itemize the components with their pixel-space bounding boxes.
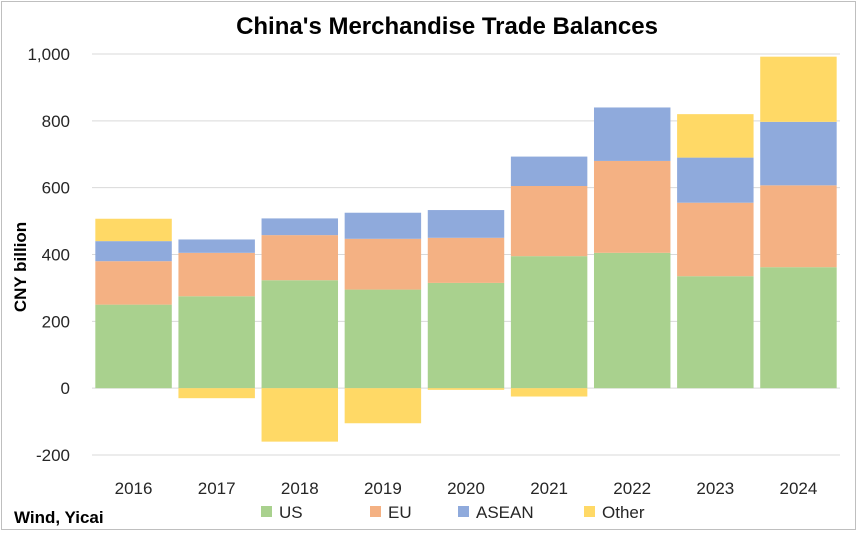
- legend-label: US: [279, 503, 303, 522]
- y-axis-label: CNY billion: [11, 222, 30, 312]
- y-tick-label: 800: [42, 112, 70, 131]
- y-tick-label: 1,000: [27, 45, 70, 64]
- bar-us-2021: [510, 256, 588, 389]
- legend-item-eu: EU: [370, 503, 412, 522]
- bar-eu-2016: [95, 261, 172, 305]
- bar-asean-2023: [677, 157, 754, 203]
- source-note: Wind, Yicai: [14, 508, 104, 527]
- x-tick-label: 2019: [364, 479, 402, 498]
- y-tick-label: 200: [42, 312, 70, 331]
- bar-us-2018: [261, 280, 339, 389]
- x-tick-label: 2024: [780, 479, 818, 498]
- y-tick-label: 400: [42, 246, 70, 265]
- x-tick-label: 2023: [696, 479, 734, 498]
- bars: [95, 56, 837, 442]
- bar-other-2018: [261, 388, 339, 442]
- legend-item-us: US: [261, 503, 303, 522]
- bar-eu-2024: [760, 185, 837, 268]
- legend-label: Other: [602, 503, 645, 522]
- bar-asean-2024: [760, 121, 837, 186]
- bar-asean-2020: [427, 210, 505, 238]
- bar-other-2016: [95, 218, 172, 242]
- legend-swatch: [261, 506, 272, 517]
- bar-asean-2016: [95, 241, 172, 262]
- bar-asean-2021: [510, 156, 588, 186]
- bar-other-2023: [677, 114, 754, 158]
- legend-label: EU: [388, 503, 412, 522]
- y-tick-label: 600: [42, 179, 70, 198]
- y-axis-ticks: -200 0 200 400 600 800 1,000: [27, 45, 70, 465]
- bar-asean-2022: [593, 107, 671, 161]
- bar-asean-2018: [261, 218, 339, 236]
- chart-title: China's Merchandise Trade Balances: [236, 13, 658, 40]
- y-tick-label: -200: [36, 446, 70, 465]
- bar-us-2024: [760, 267, 837, 389]
- bar-eu-2021: [510, 185, 588, 257]
- bar-eu-2023: [677, 202, 754, 277]
- bar-eu-2018: [261, 235, 339, 281]
- bar-other-2019: [344, 388, 422, 424]
- legend-swatch: [370, 506, 381, 517]
- bar-other-2021: [510, 388, 588, 397]
- x-tick-label: 2017: [198, 479, 236, 498]
- bar-eu-2020: [427, 237, 505, 283]
- bar-eu-2019: [344, 238, 422, 290]
- x-tick-label: 2022: [613, 479, 651, 498]
- bar-us-2022: [593, 252, 671, 389]
- bar-us-2017: [178, 296, 255, 389]
- x-tick-label: 2021: [530, 479, 568, 498]
- y-tick-label: 0: [61, 379, 70, 398]
- bar-us-2023: [677, 276, 754, 389]
- bar-asean-2019: [344, 212, 422, 239]
- bar-us-2020: [427, 282, 505, 389]
- x-axis-ticks: 2016 2017 2018 2019 2020 2021 2022 2023 2024: [115, 479, 818, 498]
- bar-other-2020: [427, 388, 505, 390]
- bar-asean-2017: [178, 239, 255, 253]
- x-tick-label: 2020: [447, 479, 485, 498]
- legend-item-other: Other: [584, 503, 645, 522]
- bar-us-2019: [344, 289, 422, 389]
- x-tick-label: 2018: [281, 479, 319, 498]
- bar-eu-2022: [593, 160, 671, 253]
- legend-swatch: [584, 506, 595, 517]
- legend-swatch: [458, 506, 469, 517]
- bar-other-2024: [760, 56, 837, 122]
- bar-other-2017: [178, 388, 255, 399]
- legend: US EU ASEAN Other: [261, 503, 645, 522]
- bar-eu-2017: [178, 252, 255, 297]
- x-tick-label: 2016: [115, 479, 153, 498]
- bar-us-2016: [95, 304, 172, 389]
- legend-label: ASEAN: [476, 503, 534, 522]
- legend-item-asean: ASEAN: [458, 503, 534, 522]
